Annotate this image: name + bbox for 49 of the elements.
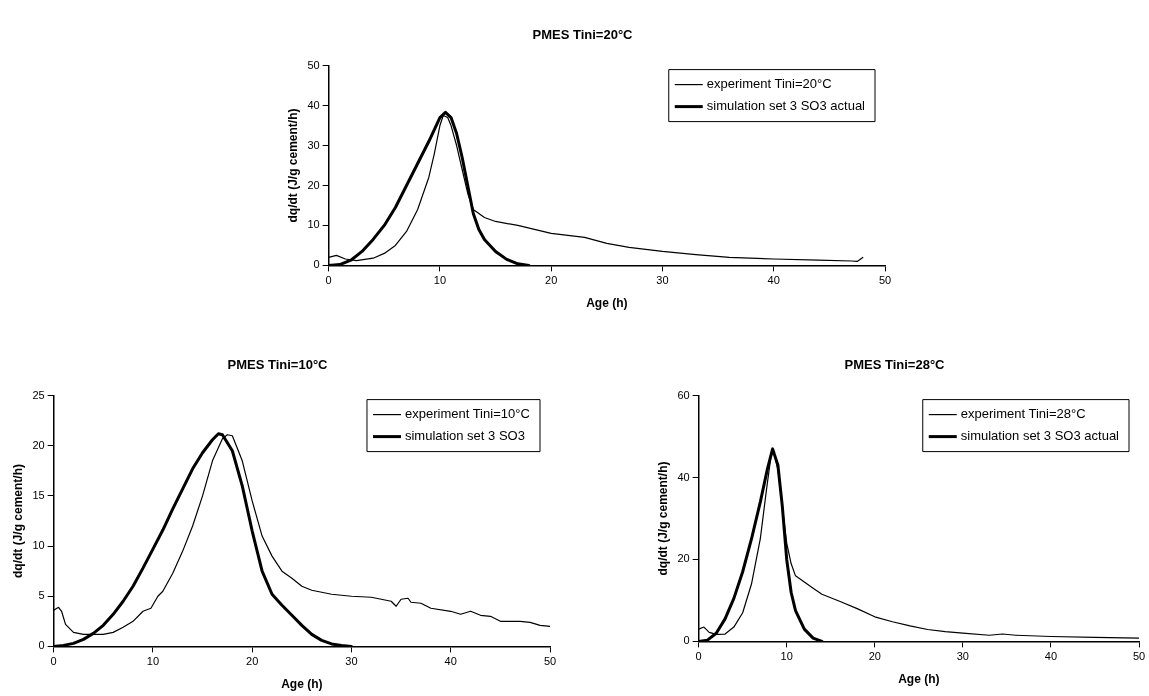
y-tick-label: 10 [32, 539, 45, 552]
x-tick-label: 40 [444, 655, 457, 668]
y-tick-label: 60 [677, 388, 690, 401]
x-tick-label: 50 [878, 274, 892, 287]
chart-title: PMES Tini=10°C [227, 357, 329, 373]
y-tick-label: 40 [677, 470, 690, 483]
x-tick-label: 50 [1132, 650, 1146, 663]
y-axis-title: dq/dt (J/g cement/h) [655, 461, 670, 576]
y-tick-label: 0 [313, 258, 320, 271]
x-tick-label: 50 [543, 655, 557, 668]
y-tick-label: 20 [32, 438, 45, 451]
y-axis-title: dq/dt (J/g cement/h) [285, 108, 300, 223]
y-tick-label: 20 [307, 178, 320, 191]
x-tick-label: 10 [433, 274, 447, 287]
legend-label: experiment Tini=20°C [706, 76, 832, 92]
legend-label: simulation set 3 SO3 actual [706, 98, 866, 114]
legend-label: simulation set 3 SO3 [404, 428, 525, 444]
y-tick-label: 10 [307, 218, 320, 231]
y-tick-label: 40 [307, 98, 320, 111]
x-tick-label: 0 [695, 650, 702, 663]
x-tick-label: 10 [780, 650, 793, 663]
y-tick-label: 25 [32, 388, 45, 401]
x-tick-label: 20 [545, 274, 558, 287]
y-axis-title: dq/dt (J/g cement/h) [10, 464, 25, 578]
x-tick-label: 40 [1044, 650, 1058, 663]
x-axis-title: Age (h) [586, 296, 628, 311]
y-tick-label: 0 [38, 639, 45, 652]
x-tick-label: 30 [656, 274, 669, 287]
y-tick-label: 20 [677, 552, 690, 565]
y-tick-label: 50 [307, 58, 320, 71]
y-tick-label: 15 [32, 488, 45, 501]
legend-label: experiment Tini=10°C [404, 406, 530, 422]
legend-label: experiment Tini=28°C [960, 406, 1086, 422]
chart-title: PMES Tini=20°C [532, 27, 634, 43]
x-tick-label: 20 [868, 650, 881, 663]
y-tick-label: 0 [683, 634, 690, 647]
y-tick-label: 30 [307, 138, 320, 151]
x-axis-title: Age (h) [898, 672, 940, 687]
x-tick-label: 0 [325, 274, 332, 287]
x-tick-label: 30 [956, 650, 969, 663]
legend-label: simulation set 3 SO3 actual [960, 428, 1120, 444]
x-tick-label: 30 [345, 655, 358, 668]
chart-title: PMES Tini=28°C [844, 357, 946, 373]
x-axis-title: Age (h) [281, 677, 323, 692]
x-tick-label: 20 [246, 655, 259, 668]
x-tick-label: 0 [50, 655, 57, 668]
x-tick-label: 10 [146, 655, 160, 668]
x-tick-label: 40 [767, 274, 780, 287]
y-tick-label: 5 [38, 589, 45, 602]
